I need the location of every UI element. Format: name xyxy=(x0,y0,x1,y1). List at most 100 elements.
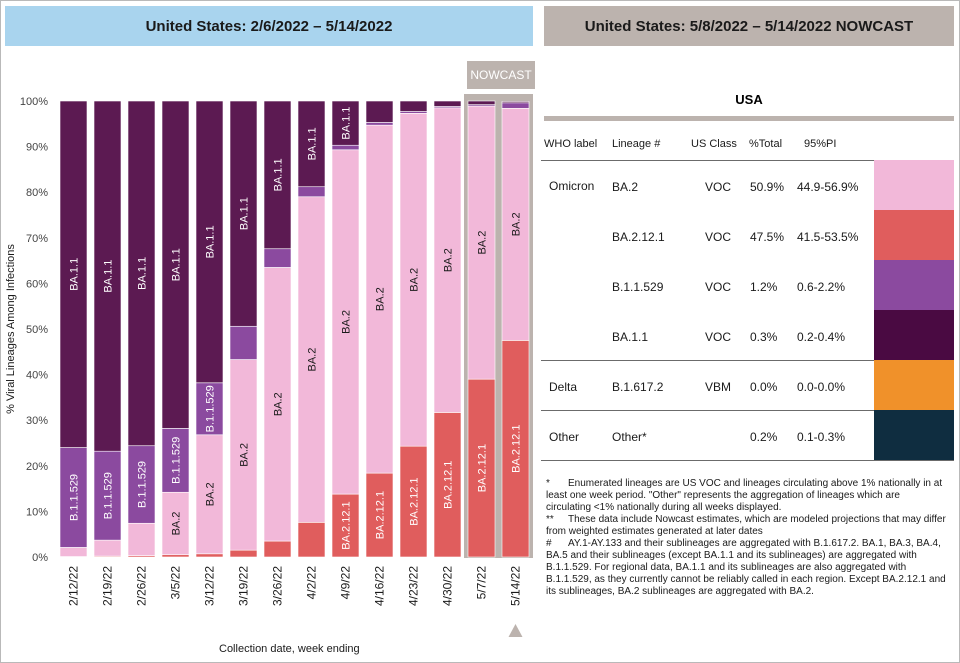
segment-label: BA.1.1 xyxy=(69,258,81,291)
row-total: 47.5% xyxy=(750,230,785,244)
x-tick-label: 4/30/22 xyxy=(441,566,455,606)
bar-segment xyxy=(161,428,190,493)
segment-label: BA.1.1 xyxy=(171,248,183,281)
bar-segment xyxy=(365,100,394,123)
segment-label: BA.1.1 xyxy=(307,127,319,160)
row-total: 0.3% xyxy=(750,330,778,344)
y-tick-label: 20% xyxy=(26,461,48,473)
segment-label: BA.2 xyxy=(443,248,455,272)
x-tick-label: 4/23/22 xyxy=(407,566,421,606)
table-divider xyxy=(541,460,954,461)
segment-label: BA.2 xyxy=(307,348,319,372)
legend-swatch-ba11 xyxy=(874,310,954,360)
bar-segment xyxy=(501,107,530,341)
segment-label: BA.2.12.1 xyxy=(477,444,489,492)
header-who-label: WHO label xyxy=(544,138,598,150)
x-tick-label: 2/12/22 xyxy=(67,566,81,606)
x-tick-label: 2/19/22 xyxy=(101,566,115,606)
segment-label: BA.2.12.1 xyxy=(341,501,353,549)
bar-segment xyxy=(93,100,122,452)
bar-segment xyxy=(365,122,394,126)
nowcast-tag: NOWCAST xyxy=(467,61,535,89)
y-tick-label: 30% xyxy=(26,415,48,427)
y-tick-label: 60% xyxy=(26,278,48,290)
row-class: VOC xyxy=(705,280,732,294)
bar-segment xyxy=(263,267,292,542)
nowcast-marker-icon xyxy=(508,624,523,637)
bar-segment xyxy=(59,547,88,557)
footnote: * Enumerated lineages are US VOC and line… xyxy=(546,478,943,513)
bar-segment xyxy=(331,100,360,146)
bar-segment xyxy=(229,359,258,551)
segment-label: BA.1.1 xyxy=(239,197,251,230)
table-divider xyxy=(541,360,954,361)
table-divider xyxy=(541,160,954,161)
segment-label: BA.1.1 xyxy=(341,107,353,140)
x-tick-label: 2/26/22 xyxy=(135,566,149,606)
bar-segment xyxy=(195,100,224,384)
bar-segment xyxy=(229,325,258,360)
bar-segment xyxy=(365,472,394,558)
segment-label: B.1.1.529 xyxy=(137,461,149,508)
legend-swatch-b16172 xyxy=(874,360,954,410)
bar-segment xyxy=(59,100,88,448)
row-who-label: Delta xyxy=(549,380,578,394)
y-axis-label: % Viral Lineages Among Infections xyxy=(5,244,17,414)
segment-label: BA.2 xyxy=(477,231,489,255)
header-lineage: Lineage # xyxy=(612,138,661,150)
bar-segment xyxy=(161,491,190,556)
y-tick-label: 0% xyxy=(32,552,48,564)
bar-segment xyxy=(365,124,394,474)
row-pi: 0.0-0.0% xyxy=(797,380,846,394)
segment-label: BA.2.12.1 xyxy=(375,491,387,539)
bar-segment xyxy=(195,553,224,558)
x-tick-label: 3/12/22 xyxy=(203,566,217,606)
footnotes: * Enumerated lineages are US VOC and line… xyxy=(546,478,946,598)
segment-label: BA.1.1 xyxy=(103,260,115,293)
bar-segment xyxy=(263,540,292,558)
table-divider xyxy=(541,410,954,411)
legend-swatch-ba2 xyxy=(874,160,954,210)
usa-title: USA xyxy=(735,92,763,107)
bar-segment xyxy=(263,100,292,250)
segment-label: BA.2 xyxy=(375,287,387,311)
row-lineage: B.1.1.529 xyxy=(612,280,664,294)
row-pi: 0.1-0.3% xyxy=(797,430,846,444)
x-tick-label: 4/2/22 xyxy=(305,566,319,600)
bar-segment xyxy=(195,382,224,436)
row-who-label: Omicron xyxy=(549,179,595,193)
bar-segment xyxy=(331,149,360,495)
row-class: VOC xyxy=(705,330,732,344)
row-pi: 0.2-0.4% xyxy=(797,330,846,344)
chart-header: United States: 2/6/2022 – 5/14/2022 xyxy=(5,6,533,46)
segment-label: BA.2 xyxy=(409,268,421,292)
row-class: VOC xyxy=(705,230,732,244)
legend-swatch-other xyxy=(874,410,954,460)
row-lineage: B.1.617.2 xyxy=(612,380,664,394)
bar-segment xyxy=(467,378,496,558)
header-pi: 95%PI xyxy=(804,138,837,150)
row-pi: 41.5-53.5% xyxy=(797,230,859,244)
row-who-label: Other xyxy=(549,430,580,444)
y-tick-label: 10% xyxy=(26,506,48,518)
x-tick-label: 5/7/22 xyxy=(475,566,489,600)
footnote: # AY.1-AY.133 and their sublineages are a… xyxy=(546,538,946,597)
stacked-bar-chart: 0% 10% 20% 30% 40% 50% 60% 70% 80% 90% 100% % Viral… xyxy=(5,94,533,637)
x-tick-label: 3/19/22 xyxy=(237,566,251,606)
bar-segment xyxy=(93,450,122,541)
x-tick-label: 4/16/22 xyxy=(373,566,387,606)
segment-label: BA.2 xyxy=(171,512,183,536)
bar-segment xyxy=(127,522,156,556)
x-tick-label: 5/14/22 xyxy=(509,566,523,606)
row-total: 0.0% xyxy=(750,380,778,394)
segment-label: BA.2.12.1 xyxy=(443,461,455,509)
segment-label: BA.2 xyxy=(511,212,523,236)
header-us-class: US Class xyxy=(691,138,737,150)
bar-segment xyxy=(297,100,326,188)
bar-segment xyxy=(501,340,530,558)
bar-segment xyxy=(433,412,462,558)
y-tick-label: 50% xyxy=(26,324,48,336)
bar-segment xyxy=(467,100,496,105)
row-lineage: Other* xyxy=(612,430,647,444)
row-total: 0.2% xyxy=(750,430,778,444)
